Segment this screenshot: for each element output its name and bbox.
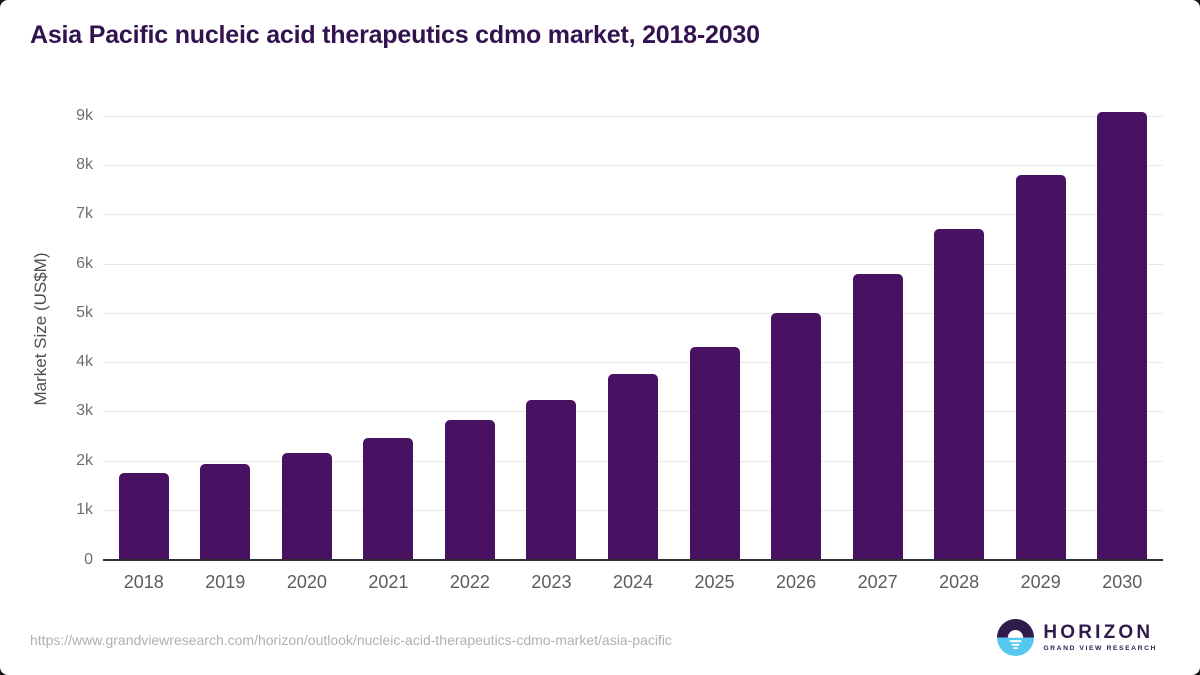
sunrise-horizon-icon [997,619,1035,656]
source-url: https://www.grandviewresearch.com/horizo… [30,632,672,648]
bar-2022[interactable] [444,420,495,559]
y-tick-label-0: 0 [84,551,93,568]
bar-2029[interactable] [1015,174,1066,559]
x-tick-label-2029: 2029 [1020,572,1061,592]
gridline-5k [103,312,1163,314]
x-tick-label-2024: 2024 [612,572,654,592]
bar-2024[interactable] [608,374,658,559]
x-tick-label-2030: 2030 [1102,572,1143,592]
logo-brand: HORIZON [1043,622,1154,644]
x-tick-label-2020: 2020 [286,572,327,592]
bar-2019[interactable] [200,464,251,559]
x-tick-label-2022: 2022 [449,572,490,592]
y-tick-label-5k: 5k [76,303,93,321]
y-tick-label-4k: 4k [76,353,93,370]
x-tick-label-2019: 2019 [205,572,246,592]
bar-2026[interactable] [771,312,822,559]
y-tick-label-8k: 8k [76,156,93,173]
x-tick-label-2018: 2018 [123,572,164,592]
chart-title: Asia Pacific nucleic acid therapeutics c… [30,21,760,49]
y-tick-label-7k: 7k [76,205,93,223]
gridline-7k [103,214,1163,216]
logo-text: HORIZON GRAND VIEW RESEARCH [1043,623,1157,652]
y-tick-label-1k: 1k [76,500,93,518]
gridline-4k [103,362,1163,363]
x-tick-label-2021: 2021 [368,572,409,592]
bar-2018[interactable] [118,472,169,559]
y-tick-label-3k: 3k [76,402,93,420]
plot-area: 0 1k 2k 3k 4k 5k 6k 7k 8k 9k 2018 2019 2020 2021 2022 2… [76,100,1163,592]
y-tick-label-6k: 6k [76,254,93,272]
x-tick-label-2025: 2025 [694,572,735,592]
horizon-logo: HORIZON GRAND VIEW RESEARCH [997,619,1157,656]
x-tick-label-2023: 2023 [531,572,572,592]
y-tick-label-9k: 9k [76,106,93,124]
logo-subbrand: GRAND VIEW RESEARCH [1043,644,1157,652]
bar-2021[interactable] [363,438,414,559]
bar-2030[interactable] [1097,112,1148,559]
gridline-9k [103,115,1163,117]
x-tick-label-2026: 2026 [776,572,817,592]
bar-2025[interactable] [689,347,740,559]
bar-2023[interactable] [526,399,577,559]
x-tick-label-2028: 2028 [939,572,980,592]
y-tick-label-2k: 2k [76,451,93,469]
gridline-8k [103,165,1163,166]
gridline-6k [103,263,1163,265]
bar-2020[interactable] [281,453,332,559]
y-axis-title: Market Size (US$M) [31,252,50,406]
x-tick-label-2027: 2027 [857,572,898,592]
bar-2028[interactable] [934,229,985,559]
bar-2027[interactable] [852,273,903,559]
